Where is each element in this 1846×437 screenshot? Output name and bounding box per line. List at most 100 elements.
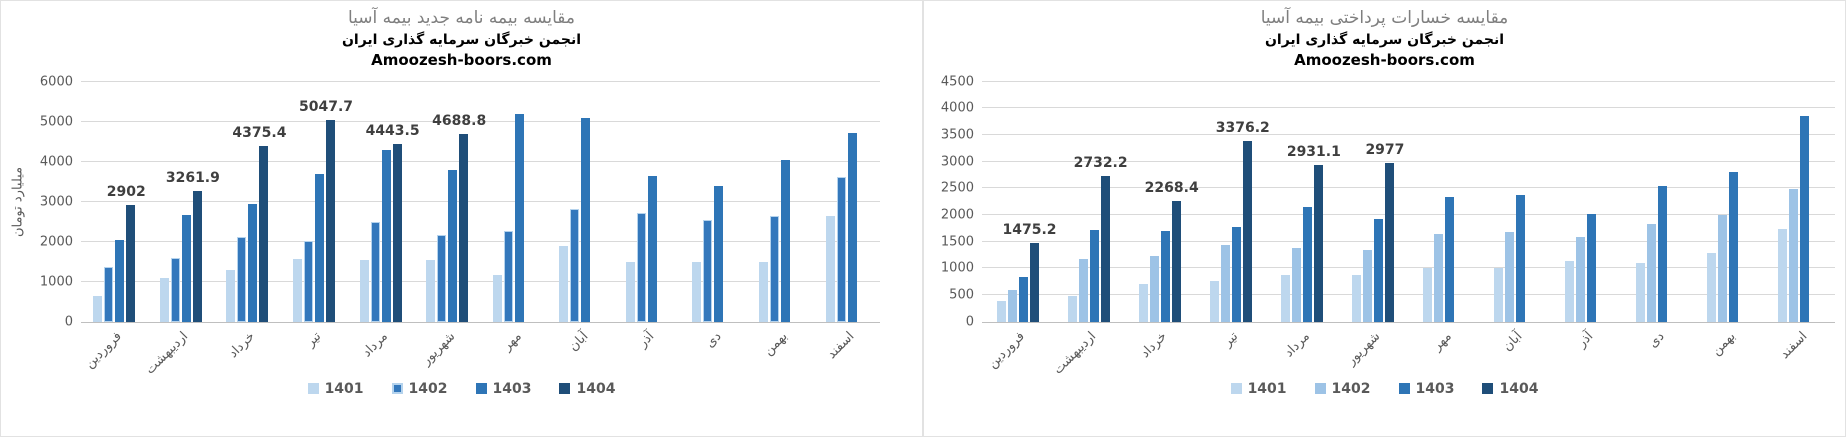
gridline — [81, 280, 880, 282]
bar-1402 — [703, 220, 713, 322]
y-tick-label: 2500 — [940, 180, 974, 196]
bar-1401 — [559, 246, 569, 322]
bar-1403 — [181, 215, 191, 322]
x-axis-label: تیر — [1220, 328, 1242, 350]
chart-body: 0 500 1000 1500 2000 2500 3000 3500 4000 4500 147… — [924, 74, 1845, 377]
bar-1403 — [1018, 276, 1028, 322]
legend-label: 1402 — [1331, 380, 1371, 397]
bar-1403 — [647, 176, 657, 322]
bar-1404 — [1384, 162, 1394, 322]
y-tick-label: 500 — [949, 287, 974, 303]
bar-1403 — [1231, 226, 1241, 322]
bar-group: 2902 فروردین — [81, 82, 148, 371]
bar-1402 — [1149, 255, 1159, 322]
bar-1404 — [1100, 175, 1110, 322]
legend: 1401 1402 1403 1404 — [924, 381, 1845, 397]
x-axis-label: مرداد — [359, 328, 392, 360]
gridline — [81, 160, 880, 162]
bar-1403 — [115, 240, 125, 322]
x-axis-label: اردیبهشت — [142, 328, 192, 377]
x-axis-label: اسفند — [824, 328, 858, 362]
bar-1402 — [370, 221, 380, 322]
legend-label: 1404 — [576, 380, 616, 397]
bar-1402 — [104, 266, 114, 322]
x-axis-label: بهمن — [760, 328, 791, 359]
plot-area: 2902 فروردین 3261.9 اردیبهشت 4375.4 خرداد 5047… — [81, 80, 880, 377]
bar-1401 — [625, 262, 635, 322]
x-axis-label: دی — [1645, 328, 1668, 351]
gridline — [982, 107, 1835, 109]
data-label: 4375.4 — [232, 125, 287, 142]
bar-1402 — [1505, 232, 1515, 322]
bar-group: 4688.8 شهریور — [414, 82, 486, 368]
data-label: 3376.2 — [1215, 120, 1270, 137]
y-tick-label: 4000 — [940, 100, 974, 116]
bar-group: بهمن — [1693, 82, 1764, 358]
chart-panel-new-policies: مقایسه بیمه نامه جدید بیمه آسیا انجمن خب… — [0, 0, 923, 437]
y-tick-label: 2000 — [940, 207, 974, 223]
y-axis-title: میلیارد تومان — [7, 82, 29, 322]
bar-1402 — [1576, 237, 1586, 322]
x-axis-label: آذر — [635, 328, 658, 351]
bar-1403 — [381, 150, 391, 322]
chart-website: Amoozesh-boors.com — [1294, 50, 1475, 69]
bar-1401 — [1778, 228, 1788, 322]
y-tick-label: 1500 — [940, 234, 974, 250]
legend-label: 1403 — [1415, 380, 1455, 397]
legend-label: 1401 — [324, 380, 364, 397]
y-tick-label: 1000 — [940, 260, 974, 276]
y-tick-label: 0 — [965, 314, 974, 329]
bar-1401 — [1707, 252, 1717, 322]
data-label: 1475.2 — [1002, 221, 1057, 238]
x-axis-label: شهریور — [1344, 328, 1384, 368]
bar-1404 — [126, 205, 136, 322]
y-tick-label: 4500 — [940, 74, 974, 89]
chart-website: Amoozesh-boors.com — [371, 50, 552, 69]
bar-1403 — [1800, 115, 1810, 322]
bar-1403 — [581, 117, 591, 322]
y-tick-label: 3000 — [39, 194, 73, 209]
legend-item: 1403 — [1398, 380, 1455, 397]
bar-1403 — [248, 203, 258, 322]
legend-item: 1401 — [1230, 381, 1287, 397]
bar-1401 — [692, 262, 702, 322]
x-axis-label: دی — [702, 328, 725, 351]
bar-1404 — [1171, 200, 1181, 322]
bar-1401 — [293, 259, 303, 322]
bar-group: 4443.5 مرداد — [347, 82, 420, 360]
bar-1402 — [1078, 259, 1088, 322]
data-label: 2268.4 — [1144, 179, 1199, 196]
x-axis-label: آبان — [565, 328, 591, 354]
bar-group: دی — [680, 82, 747, 350]
chart-panel-paid-losses: مقایسه خسارات پرداختی بیمه آسیا انجمن خب… — [923, 0, 1846, 437]
bar-1401 — [825, 215, 835, 322]
bar-1402 — [770, 215, 780, 322]
legend-label: 1403 — [492, 380, 532, 397]
bar-group: 1475.2 فروردین — [982, 82, 1057, 371]
bar-1401 — [996, 301, 1006, 322]
bar-1403 — [1089, 229, 1099, 322]
bar-group: 3376.2 تیر — [1195, 82, 1270, 350]
legend-swatch — [559, 383, 571, 394]
y-tick-label: 2000 — [39, 234, 73, 250]
x-axis-label: آبان — [1500, 328, 1526, 354]
bar-group: مهر — [1408, 82, 1479, 353]
bar-group: 3261.9 اردیبهشت — [143, 82, 220, 377]
y-tick-label: 6000 — [39, 74, 73, 89]
bar-1403 — [1658, 186, 1668, 322]
bar-1401 — [1351, 274, 1361, 322]
x-axis-label: خرداد — [1138, 328, 1171, 361]
gridline — [81, 240, 880, 242]
data-label: 2931.1 — [1286, 144, 1341, 161]
bar-group: آبان — [1480, 82, 1551, 354]
bar-1402 — [237, 237, 247, 322]
x-axis-label: خرداد — [225, 328, 259, 361]
bar-1401 — [359, 260, 369, 322]
chart-header: مقایسه خسارات پرداختی بیمه آسیا انجمن خب… — [924, 1, 1845, 70]
y-tick-label: 1000 — [39, 274, 73, 290]
plot-area: 1475.2 فروردین 2732.2 اردیبهشت 2268.4 خرداد 33… — [982, 80, 1835, 377]
x-axis-label: فروردین — [82, 328, 125, 372]
data-label: 5047.7 — [299, 98, 354, 115]
bar-group: آذر — [614, 82, 681, 350]
